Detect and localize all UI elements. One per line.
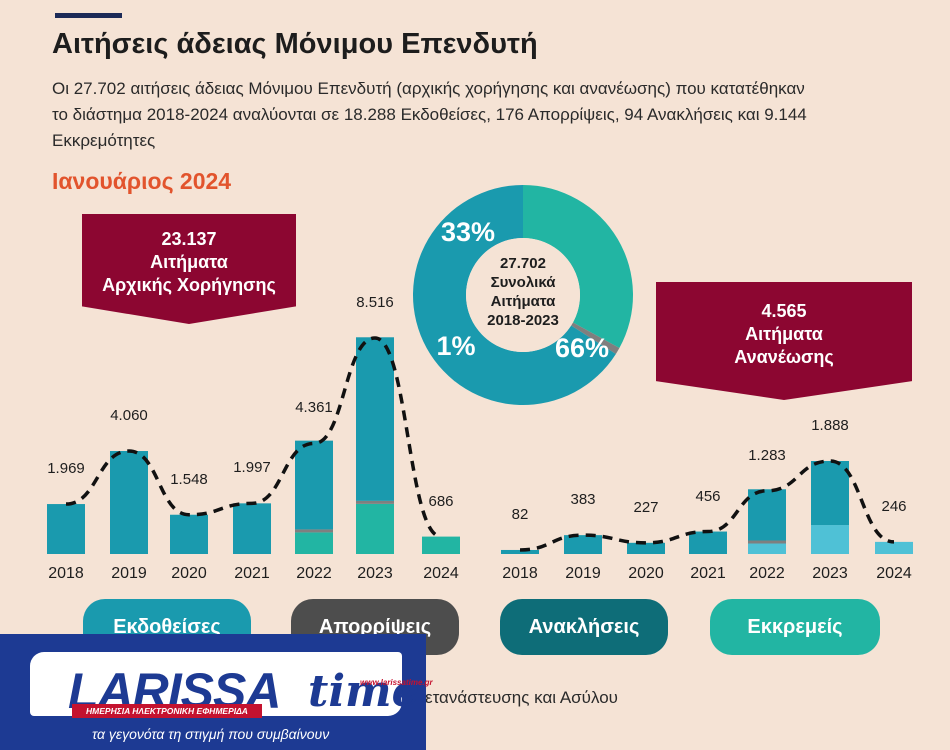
legend-revocations-label: Ανακλήσεις <box>528 615 640 638</box>
logo-tagline: τα γεγονότα τη στιγμή που συμβαίνουν <box>92 726 330 742</box>
bar-renewal-issued-2021 <box>689 531 727 554</box>
banner-initial: 23.137 Αιτήματα Αρχικής Χορήγησης <box>82 214 296 324</box>
data-label-renewal-2021: 456 <box>695 487 721 505</box>
legend-pending-pill: Εκκρεμείς <box>710 599 880 655</box>
data-label-renewal-2020: 227 <box>633 498 659 516</box>
bar-renewal-mid-2022 <box>748 540 786 544</box>
data-label-initial-2022: 4.361 <box>295 399 333 417</box>
data-label-renewal-2018: 82 <box>511 505 529 523</box>
bar-initial-pending-2022 <box>295 532 333 554</box>
banner-renewal-value: 4.565 <box>761 300 807 321</box>
donut-hole <box>466 238 580 352</box>
tick-label-renewal-2018: 2018 <box>502 565 538 582</box>
data-label-initial-2020: 1.548 <box>170 470 208 488</box>
bar-initial-issued-2021 <box>233 503 271 554</box>
bar-initial-issued-2019 <box>110 451 148 554</box>
logo-band: ΗΜΕΡΗΣΙΑ ΗΛΕΚΤΡΟΝΙΚΗ ΕΦΗΜΕΡΙΔΑ <box>72 704 262 718</box>
page-title: Αιτήσεις άδειας Μόνιμου Επενδυτή <box>52 28 538 60</box>
banner-renewal-line1: Αιτήματα <box>745 323 823 344</box>
logo-url: www.larissatime.gr <box>360 678 433 687</box>
donut-center-line-3: Αιτήματα <box>491 293 557 310</box>
legend-rejections-label: Απορρίψεις <box>318 615 432 638</box>
publisher-logo: LARISSA time www.larissatime.gr ΗΜΕΡΗΣΙΑ… <box>0 634 433 750</box>
banner-initial-value: 23.137 <box>161 228 217 249</box>
donut-slice-2 <box>412 185 616 405</box>
banner-renewal-line2: Ανανέωσης <box>734 346 834 367</box>
bar-renewal-pending-2024 <box>875 541 913 554</box>
top-accent-bar <box>55 13 122 18</box>
legend-pending-label: Εκκρεμείς <box>747 615 843 638</box>
donut-slice-1 <box>571 322 620 354</box>
bar-renewal-pending-2022 <box>748 543 786 554</box>
bar-initial-pending-2023 <box>356 503 394 554</box>
page-subtitle: Οι 27.702 αιτήσεις άδειας Μόνιμου Επενδυ… <box>52 79 807 150</box>
data-label-renewal-2019: 383 <box>570 491 596 509</box>
tick-label-initial-2024: 2024 <box>423 565 459 582</box>
donut-percent-label-1: 1% <box>436 331 475 361</box>
data-label-initial-2021: 1.997 <box>233 459 271 477</box>
bar-initial-mid-2022 <box>295 529 333 533</box>
data-label-initial-2019: 4.060 <box>110 407 148 425</box>
logo-time: time <box>308 666 420 717</box>
donut-center-line-4: 2018-2023 <box>487 312 559 329</box>
legend-revocations-pill: Ανακλήσεις <box>500 599 668 655</box>
banner-initial-line2: Αρχικής Χορήγησης <box>102 274 276 295</box>
tick-label-renewal-2023: 2023 <box>812 565 848 582</box>
data-label-initial-2023: 8.516 <box>356 294 394 311</box>
bar-initial-mid-2023 <box>356 500 394 504</box>
tick-label-renewal-2019: 2019 <box>565 565 601 582</box>
bar-initial-issued-2018 <box>47 504 85 554</box>
tick-label-renewal-2021: 2021 <box>690 565 726 582</box>
tick-label-initial-2022: 2022 <box>296 565 332 582</box>
bar-initial-issued-2023 <box>356 337 394 501</box>
bar-renewal-issued-2018 <box>501 549 539 554</box>
donut-center-line-2: Συνολικά <box>491 274 557 291</box>
tick-label-initial-2018: 2018 <box>48 565 84 582</box>
donut-center-line-1: 27.702 <box>500 255 546 272</box>
bar-renewal-issued-2023 <box>811 461 849 526</box>
tick-label-renewal-2022: 2022 <box>749 565 785 582</box>
tick-label-initial-2020: 2020 <box>171 565 207 582</box>
data-label-renewal-2023: 1.888 <box>811 417 849 434</box>
tick-label-renewal-2024: 2024 <box>876 565 912 582</box>
data-label-initial-2024: 686 <box>428 492 454 510</box>
tick-label-renewal-2020: 2020 <box>628 565 664 582</box>
trend-line-initial <box>65 336 442 539</box>
banner-initial-line1: Αιτήματα <box>150 251 228 272</box>
tick-label-initial-2019: 2019 <box>111 565 147 582</box>
bar-initial-issued-2020 <box>170 514 208 554</box>
data-label-renewal-2024: 246 <box>881 497 907 515</box>
tick-label-initial-2021: 2021 <box>234 565 270 582</box>
bar-renewal-issued-2022 <box>748 489 786 541</box>
legend-issued-label: Εκδοθείσες <box>113 615 221 638</box>
banner-renewal: 4.565 Αιτήματα Ανανέωσης <box>656 282 912 400</box>
data-label-initial-2018: 1.969 <box>47 460 85 478</box>
period-label: Ιανουάριος 2024 <box>52 168 232 194</box>
donut-percent-label-2: 66% <box>555 333 609 363</box>
donut-slice-0 <box>523 185 633 348</box>
bar-renewal-pending-2023 <box>811 525 849 554</box>
bar-renewal-issued-2019 <box>564 535 602 554</box>
trend-line-renewal <box>519 459 895 552</box>
bar-initial-pending-2024 <box>422 536 460 554</box>
bar-renewal-issued-2020 <box>627 542 665 554</box>
data-label-renewal-2022: 1.283 <box>748 446 786 464</box>
footnote-text: ετανάστευσης και Ασύλου <box>425 688 618 707</box>
bar-initial-issued-2022 <box>295 440 333 530</box>
donut-percent-label-0: 33% <box>441 217 495 247</box>
tick-label-initial-2023: 2023 <box>357 565 393 582</box>
